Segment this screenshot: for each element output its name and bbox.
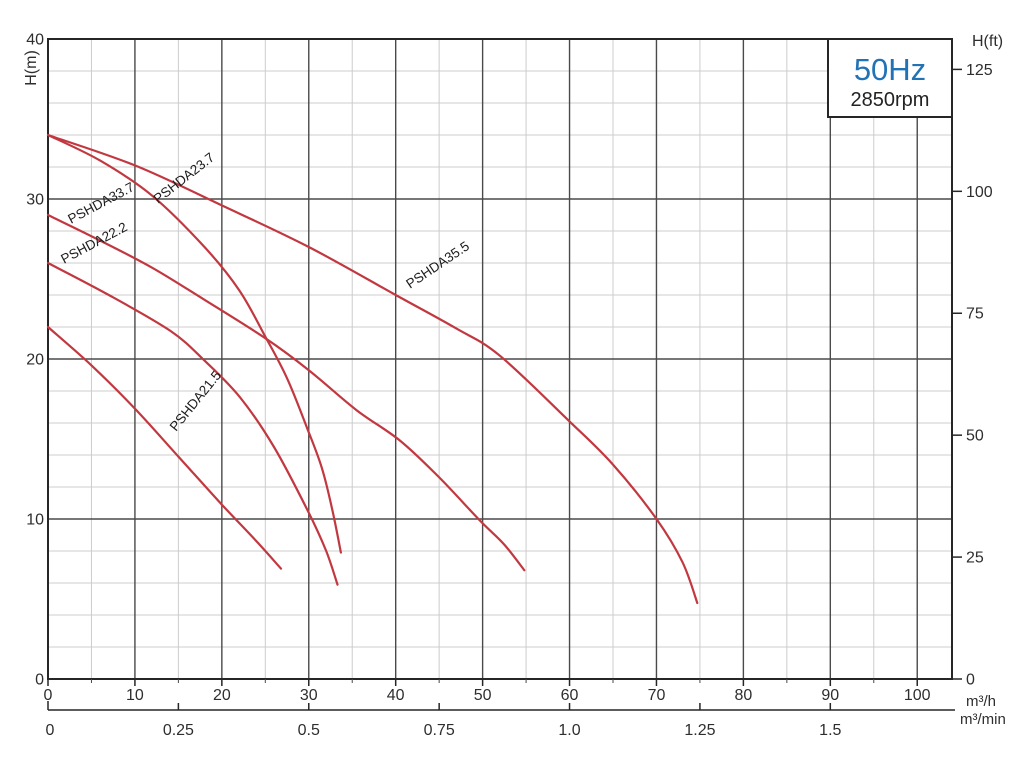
plot-border [47, 38, 953, 680]
curve-label-PSHDA35.5: PSHDA35.5 [403, 238, 472, 291]
curve-PSHDA21.5 [46, 325, 283, 570]
y-right-tick-label: 75 [966, 306, 984, 323]
x-tick-label: 40 [387, 687, 405, 704]
x-secondary-tick-label: 1.5 [819, 722, 841, 739]
x-tick-label: 10 [126, 687, 144, 704]
curve-PSHDA33.7 [46, 213, 526, 572]
y-right-tick-label: 125 [966, 62, 993, 79]
legend-box [827, 38, 953, 118]
x-secondary-tick-label: 0.5 [298, 722, 320, 739]
axis-ticks [47, 68, 962, 686]
x-tick-label: 0 [44, 687, 53, 704]
x-tick-label: 90 [821, 687, 839, 704]
grid-minor-lines [48, 39, 952, 679]
legend: 50Hz 2850rpm [827, 38, 953, 118]
y-left-tick-label: 20 [26, 352, 44, 369]
axis-tick-labels: 0 10 20 30 40 50 60 70 80 90 100 0 10 20 30 40 0 25 50 75 10… [26, 32, 993, 740]
y-left-tick-label: 0 [35, 672, 44, 689]
y-left-tick-label: 40 [26, 32, 44, 49]
x-secondary-tick-label: 1.25 [684, 722, 715, 739]
x-tick-label: 100 [904, 687, 931, 704]
y-left-axis-title: H(m) [23, 50, 40, 86]
x-tick-label: 70 [648, 687, 666, 704]
curve-PSHDA35.5 [46, 133, 699, 605]
curve-label-PSHDA21.5: PSHDA21.5 [167, 368, 224, 434]
y-right-tick-label: 100 [966, 184, 993, 201]
pump-curves [46, 133, 699, 605]
curve-label-PSHDA33.7: PSHDA33.7 [65, 179, 136, 226]
y-left-tick-label: 10 [26, 512, 44, 529]
x-tick-label: 20 [213, 687, 231, 704]
x-secondary-tick-label: 0.75 [424, 722, 455, 739]
x-bottom-axis-unit: m³/h [966, 693, 996, 710]
y-right-tick-label: 50 [966, 428, 984, 445]
x-secondary-axis-unit: m³/min [960, 711, 1006, 728]
x-tick-label: 80 [734, 687, 752, 704]
frequency-label: 50Hz [854, 52, 926, 87]
x-secondary-tick-label: 1.0 [558, 722, 580, 739]
curve-PSHDA23.7 [46, 133, 342, 554]
x-tick-label: 50 [474, 687, 492, 704]
grid-major-lines [48, 39, 952, 679]
y-left-tick-label: 30 [26, 192, 44, 209]
curve-PSHDA22.2 [46, 261, 339, 586]
speed-label: 2850rpm [851, 89, 930, 111]
y-right-tick-label: 0 [966, 672, 975, 689]
x-tick-label: 60 [561, 687, 579, 704]
x-secondary-axis [47, 701, 955, 711]
y-right-axis-title: H(ft) [972, 33, 1003, 50]
x-tick-label: 30 [300, 687, 318, 704]
x-secondary-tick-label: 0.25 [163, 722, 194, 739]
y-right-tick-label: 25 [966, 550, 984, 567]
x-secondary-tick-label: 0 [46, 722, 55, 739]
